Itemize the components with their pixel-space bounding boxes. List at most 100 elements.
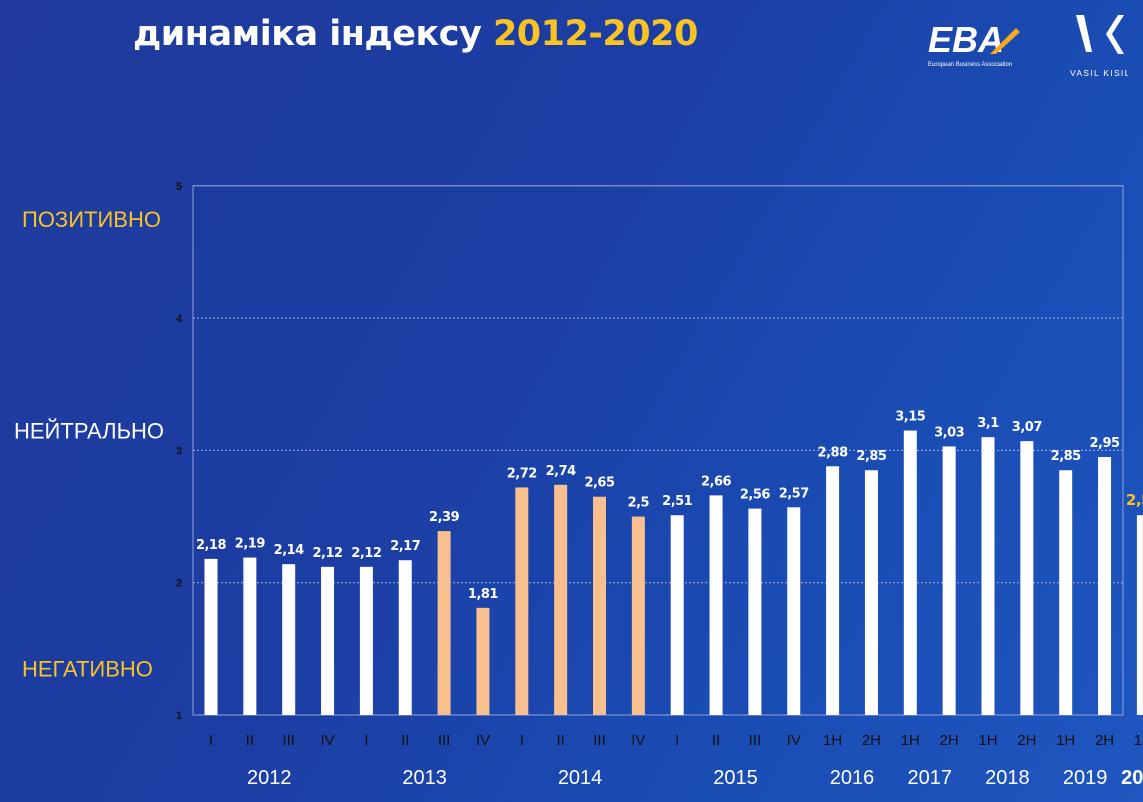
zone-label: НЕГАТИВНО — [22, 657, 153, 682]
svg-text:European Business Association: European Business Association — [928, 62, 1012, 68]
y-tick-label: 1 — [176, 710, 182, 722]
x-tick-label: III — [282, 732, 295, 749]
value-label: 2,51 — [662, 494, 693, 509]
bar — [437, 531, 451, 715]
value-label: 2,65 — [584, 476, 615, 491]
bar — [204, 558, 218, 715]
x-tick-label: III — [749, 732, 762, 749]
y-tick-label: 5 — [176, 181, 182, 193]
title-years: 2012-2020 — [492, 14, 698, 54]
plot-frame — [192, 185, 1124, 716]
x-tick-label: IV — [631, 732, 645, 749]
value-label: 2,12 — [313, 546, 343, 561]
zone-label: ПОЗИТИВНО — [22, 207, 161, 232]
title-text: динаміка індексу — [133, 14, 482, 54]
y-tick-label: 3 — [176, 445, 182, 457]
value-label: 2,51 — [1126, 491, 1143, 509]
bar — [515, 487, 529, 715]
y-tick-label: 2 — [176, 578, 182, 590]
bar — [282, 564, 296, 715]
bar — [787, 507, 801, 715]
value-label: 2,17 — [390, 539, 421, 554]
value-label: 2,72 — [507, 466, 537, 481]
x-tick-label: IV — [476, 732, 490, 749]
value-label: 3,07 — [1012, 420, 1043, 435]
value-label: 2,12 — [351, 546, 381, 561]
x-tick-label: IV — [787, 732, 801, 749]
value-label: 2,39 — [429, 510, 460, 525]
bar — [670, 515, 684, 715]
year-label: 2013 — [402, 767, 447, 789]
value-label: 2,85 — [1051, 449, 1082, 464]
x-tick-label: II — [712, 732, 720, 749]
value-label: 2,95 — [1090, 436, 1121, 451]
bar — [359, 566, 373, 715]
value-label: 2,14 — [274, 543, 305, 558]
x-tick-label: 2H — [1095, 732, 1114, 749]
value-label: 2,19 — [235, 537, 266, 552]
x-tick-label: I — [520, 732, 524, 749]
year-label: 2020 — [1121, 767, 1143, 789]
x-tick-label: 1H — [978, 732, 997, 749]
value-label: 3,15 — [895, 410, 926, 425]
x-tick-label: II — [556, 732, 564, 749]
bar — [243, 557, 257, 715]
x-tick-label: 1H — [823, 732, 842, 749]
x-tick-label: III — [438, 732, 451, 749]
x-tick-label: 2H — [862, 732, 881, 749]
x-tick-label: 1H — [1134, 732, 1143, 749]
x-tick-label: IV — [320, 732, 334, 749]
x-tick-label: 1H — [1056, 732, 1075, 749]
bar — [864, 470, 878, 715]
bar — [321, 566, 335, 715]
year-label: 2014 — [558, 767, 603, 789]
year-label: 2016 — [830, 767, 875, 789]
year-label: 2012 — [247, 767, 292, 789]
bar — [398, 560, 412, 715]
x-tick-label: II — [246, 732, 254, 749]
bar — [554, 484, 568, 715]
year-label: 2018 — [985, 767, 1030, 789]
svg-text:VASIL KISIL: VASIL KISIL — [1070, 68, 1128, 78]
value-label: 1,81 — [468, 587, 499, 602]
value-label: 2,56 — [740, 488, 771, 503]
value-label: 2,88 — [818, 445, 849, 460]
value-label: 2,57 — [779, 486, 810, 501]
bar — [826, 466, 840, 715]
zone-label: НЕЙТРАЛЬНО — [14, 419, 164, 444]
bar — [593, 496, 606, 715]
x-tick-label: III — [593, 732, 606, 749]
eba-logo: EBA European Business Association — [928, 20, 1020, 68]
bar — [631, 516, 645, 715]
x-tick-label: 2H — [940, 732, 959, 749]
value-label: 2,74 — [546, 464, 577, 479]
bar — [981, 437, 995, 715]
y-tick-label: 4 — [176, 313, 183, 325]
bar — [942, 446, 956, 715]
bar — [1136, 515, 1143, 715]
x-tick-label: I — [675, 732, 679, 749]
value-label: 2,85 — [856, 449, 887, 464]
bar — [1020, 441, 1034, 715]
value-label: 2,5 — [628, 496, 650, 511]
year-label: 2015 — [713, 767, 758, 789]
x-tick-label: 1H — [901, 732, 920, 749]
x-tick-label: I — [364, 732, 368, 749]
bar — [709, 495, 723, 715]
year-label: 2017 — [907, 767, 952, 789]
x-tick-label: I — [209, 732, 213, 749]
x-tick-label: 2H — [1017, 732, 1036, 749]
value-label: 3,1 — [977, 416, 999, 431]
bar — [1098, 457, 1112, 715]
page-title: динаміка індексу 2012-2020 — [133, 14, 698, 54]
bar — [903, 430, 917, 715]
value-label: 3,03 — [934, 425, 965, 440]
bar — [476, 607, 490, 715]
bar — [1059, 470, 1073, 715]
x-tick-label: II — [401, 732, 409, 749]
value-label: 2,66 — [701, 474, 732, 489]
bar — [748, 508, 762, 715]
value-label: 2,18 — [196, 538, 227, 553]
year-label: 2019 — [1063, 767, 1108, 789]
